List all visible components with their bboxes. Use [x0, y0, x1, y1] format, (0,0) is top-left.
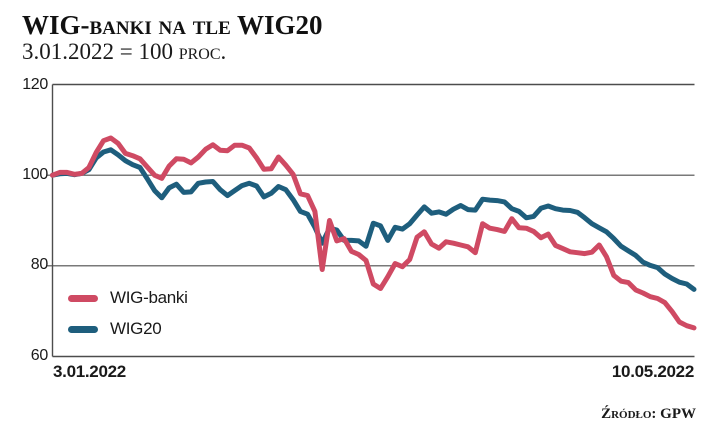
x-axis-label-end: 10.05.2022 — [611, 362, 694, 381]
legend-item-wig-banki: WIG-banki — [68, 286, 188, 310]
page-title: WIG-banki na tle WIG20 — [22, 10, 323, 40]
legend-swatch-wig20 — [68, 325, 98, 333]
legend: WIG-banki WIG20 — [68, 286, 188, 348]
legend-label-wig20: WIG20 — [110, 319, 162, 338]
legend-item-wig20: WIG20 — [68, 317, 188, 341]
x-axis-label-start: 3.01.2022 — [53, 362, 126, 381]
y-tick-label-120: 120 — [22, 76, 48, 93]
y-tick-label-60: 60 — [30, 347, 49, 364]
series-line-wig20 — [50, 147, 697, 292]
y-tick-label-80: 80 — [30, 256, 49, 273]
chart-subtitle: 3.01.2022 = 100 proc. — [22, 39, 227, 64]
series-line-wig-banki — [50, 135, 697, 331]
source-note: Źródło: GPW — [601, 406, 696, 422]
y-tick-label-100: 100 — [22, 166, 48, 183]
legend-label-wig-banki: WIG-banki — [110, 288, 188, 307]
legend-swatch-wig-banki — [68, 294, 98, 302]
